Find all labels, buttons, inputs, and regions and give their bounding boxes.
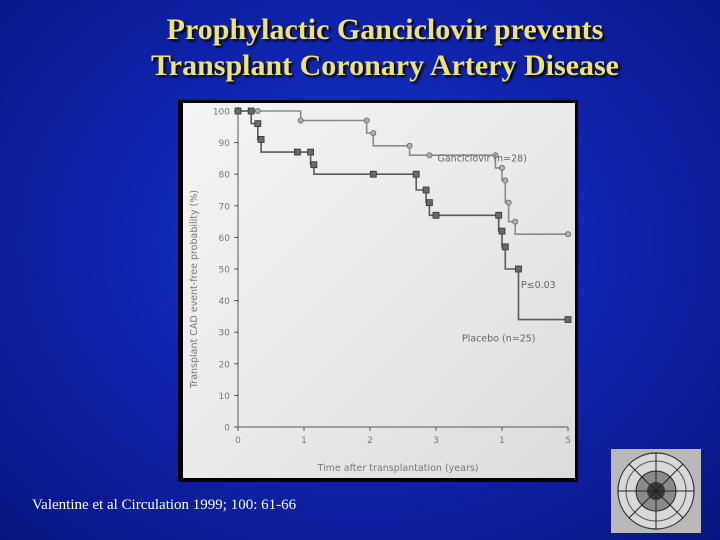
placebo-point — [294, 148, 301, 156]
circle-limit-icon — [617, 452, 695, 530]
placebo-point — [257, 136, 265, 143]
x-tick-label: 0 — [235, 436, 241, 446]
placebo-point — [369, 170, 377, 178]
y-axis-label: Transplant CAD event-free probability (%… — [189, 190, 200, 389]
x-tick-label: 3 — [433, 436, 439, 446]
placebo-point — [422, 186, 430, 194]
placebo-point — [247, 107, 255, 115]
y-tick-label: 100 — [213, 108, 230, 118]
placebo-point — [254, 120, 262, 128]
placebo-point — [495, 211, 503, 219]
slide-title-line-2: Transplant Coronary Artery Disease — [150, 49, 620, 82]
ganciclovir-point — [254, 108, 261, 114]
ganciclovir-point — [498, 164, 505, 171]
x-axis-label: Time after transplantation (years) — [316, 463, 478, 474]
escher-logo-image — [611, 449, 701, 533]
x-tick-label: 2 — [367, 436, 373, 446]
ganciclovir-point — [426, 152, 433, 159]
ganciclovir-point — [363, 117, 370, 124]
kaplan-meier-chart: 0 10 20 30 40 50 60 70 80 90 100 0 1 2 3 1 5 Time after t… — [189, 107, 572, 474]
placebo-point — [515, 265, 522, 273]
y-tick-label: 10 — [219, 392, 231, 402]
y-tick-label: 60 — [219, 234, 231, 244]
y-tick-label: 90 — [219, 139, 231, 149]
y-tick-label: 80 — [219, 171, 231, 181]
ganciclovir-point — [512, 218, 519, 225]
placebo-point — [310, 161, 318, 169]
placebo-point — [412, 170, 420, 178]
ganciclovir-point — [502, 177, 509, 184]
chart-figure: 0 10 20 30 40 50 60 70 80 90 100 0 1 2 3 1 5 Time after t… — [183, 103, 575, 478]
ganciclovir-point — [564, 231, 571, 238]
ganciclovir-point — [406, 142, 413, 149]
placebo-annotation: Placebo (n=25) — [462, 334, 536, 345]
slide-title-line-1: Prophylactic Ganciclovir prevents — [166, 13, 604, 46]
placebo-point — [307, 148, 314, 156]
y-tick-label: 20 — [219, 360, 231, 370]
p-value-annotation: P≤0.03 — [521, 280, 556, 291]
citation: Valentine et al Circulation 1999; 100: 6… — [32, 497, 297, 513]
ganciclovir-line — [238, 110, 568, 235]
ganciclovir-point — [492, 152, 499, 159]
y-tick-label: 30 — [219, 329, 231, 339]
ganciclovir-point — [505, 199, 512, 206]
x-tick-label: 1 — [499, 436, 505, 446]
placebo-point — [501, 243, 509, 251]
placebo-point — [498, 227, 506, 235]
slide-title: Prophylactic Ganciclovir prevents Transp… — [0, 12, 720, 84]
x-tick-label: 1 — [301, 436, 307, 446]
placebo-point — [234, 107, 242, 115]
ganciclovir-annotation: Ganciclovir (n=28) — [437, 154, 526, 165]
ganciclovir-point — [370, 130, 377, 137]
placebo-point — [432, 211, 440, 219]
ganciclovir-point — [297, 117, 304, 124]
y-tick-label: 70 — [219, 202, 231, 212]
placebo-point — [425, 199, 433, 207]
placebo-point — [564, 316, 572, 323]
placebo-line — [238, 110, 568, 321]
y-tick-label: 50 — [219, 266, 231, 276]
y-tick-label: 40 — [219, 297, 231, 307]
x-tick-label: 5 — [565, 436, 571, 446]
y-tick-label: 0 — [224, 424, 230, 434]
